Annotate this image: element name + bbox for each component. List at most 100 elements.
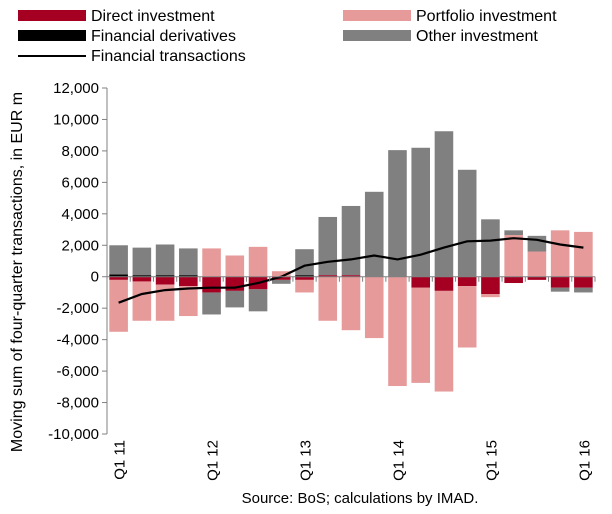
bar-direct-investment bbox=[271, 276, 291, 280]
y-tick-label: 10,000 bbox=[53, 111, 99, 128]
bar-other-investment bbox=[411, 147, 431, 277]
y-tick-label: -10,000 bbox=[48, 426, 99, 443]
line-financial-transactions bbox=[118, 237, 584, 304]
bar-portfolio-investment bbox=[411, 287, 431, 383]
bar-portfolio-investment bbox=[202, 248, 221, 277]
legend-swatch-portfolio-investment bbox=[343, 10, 411, 21]
bar-direct-investment bbox=[550, 276, 570, 288]
bar-direct-investment bbox=[481, 276, 500, 295]
x-tick-label: Q1 12 bbox=[205, 440, 222, 481]
bar-other-investment bbox=[271, 279, 291, 284]
y-tick-label: -4,000 bbox=[56, 332, 99, 349]
bar-financial-derivatives bbox=[295, 275, 314, 277]
bar-portfolio-investment bbox=[132, 281, 152, 321]
bar-portfolio-investment bbox=[225, 255, 245, 277]
y-tick-label: -6,000 bbox=[56, 363, 99, 380]
bar-direct-investment bbox=[341, 275, 361, 277]
bars bbox=[109, 131, 593, 392]
bar-financial-derivatives bbox=[109, 274, 128, 277]
bar-portfolio-investment bbox=[481, 294, 500, 298]
y-tick-label: -8,000 bbox=[56, 395, 99, 412]
bar-portfolio-investment bbox=[109, 279, 128, 332]
bar-other-investment bbox=[225, 290, 245, 308]
x-tick-label: Q1 14 bbox=[390, 440, 407, 481]
bar-other-investment bbox=[109, 245, 128, 275]
y-tick-label: 0 bbox=[91, 269, 99, 286]
bar-direct-investment bbox=[504, 276, 523, 284]
bar-portfolio-investment bbox=[271, 271, 291, 277]
bar-portfolio-investment bbox=[434, 290, 454, 392]
legend-label-direct-investment: Direct investment bbox=[91, 8, 215, 25]
bar-other-investment bbox=[481, 219, 500, 277]
bar-portfolio-investment bbox=[457, 286, 477, 348]
bar-portfolio-investment bbox=[574, 231, 593, 277]
bar-other-investment bbox=[574, 287, 593, 293]
source-note: Source: BoS; calculations by IMAD. bbox=[242, 490, 479, 507]
bar-direct-investment bbox=[434, 276, 454, 291]
bar-other-investment bbox=[155, 244, 175, 276]
bar-other-investment bbox=[202, 292, 221, 315]
legend-swatch-direct-investment bbox=[18, 10, 86, 21]
bar-direct-investment bbox=[202, 276, 221, 293]
y-tick-label: 8,000 bbox=[61, 143, 99, 160]
bar-other-investment bbox=[504, 230, 523, 236]
y-axis-title: Moving sum of four-quarter transactions,… bbox=[9, 92, 26, 452]
bar-portfolio-investment bbox=[248, 246, 268, 277]
bar-direct-investment bbox=[318, 275, 338, 277]
y-tick-label: 12,000 bbox=[53, 80, 99, 97]
legend-label-financial-derivatives: Financial derivatives bbox=[91, 28, 236, 45]
bar-portfolio-investment bbox=[527, 251, 547, 277]
bar-other-investment bbox=[318, 216, 338, 276]
bar-other-investment bbox=[364, 191, 384, 277]
bar-financial-derivatives bbox=[155, 275, 175, 277]
y-tick-label: 4,000 bbox=[61, 206, 99, 223]
bar-direct-investment bbox=[527, 276, 547, 280]
bar-direct-investment bbox=[411, 276, 431, 288]
y-tick-label: 6,000 bbox=[61, 174, 99, 191]
bar-portfolio-investment bbox=[550, 230, 570, 277]
bar-other-investment bbox=[527, 235, 547, 252]
legend-swatch-financial-derivatives bbox=[18, 30, 86, 41]
bar-portfolio-investment bbox=[364, 276, 384, 339]
bar-other-investment bbox=[388, 150, 407, 277]
bar-other-investment bbox=[550, 287, 570, 292]
legend-label-financial-transactions: Financial transactions bbox=[91, 48, 246, 65]
bar-portfolio-investment bbox=[388, 276, 407, 387]
x-tick-label: Q1 16 bbox=[576, 440, 593, 481]
x-tick-label: Q1 15 bbox=[483, 440, 500, 481]
legend-swatch-other-investment bbox=[343, 30, 411, 41]
y-tick-label: -2,000 bbox=[56, 300, 99, 317]
bar-other-investment bbox=[434, 131, 454, 277]
bar-portfolio-investment bbox=[295, 279, 314, 293]
legend-label-other-investment: Other investment bbox=[416, 28, 538, 45]
bar-other-investment bbox=[457, 169, 477, 277]
bar-direct-investment bbox=[109, 276, 128, 280]
bar-other-investment bbox=[132, 247, 152, 276]
legend: Direct investment Financial derivatives Po… bbox=[18, 8, 557, 65]
bar-direct-investment bbox=[574, 276, 593, 288]
legend-label-portfolio-investment: Portfolio investment bbox=[416, 8, 557, 25]
bar-other-investment bbox=[341, 205, 361, 276]
bar-other-investment bbox=[179, 248, 198, 276]
bar-financial-derivatives bbox=[179, 275, 198, 277]
axes: -10,000 -8,000 -6,000 -4,000 -2,000 0 2,000 4,0… bbox=[48, 80, 596, 481]
bar-other-investment bbox=[295, 249, 314, 276]
bar-financial-derivatives bbox=[132, 275, 152, 277]
bar-direct-investment bbox=[179, 276, 198, 287]
bar-direct-investment bbox=[132, 276, 152, 282]
bar-portfolio-investment bbox=[155, 284, 175, 321]
bar-portfolio-investment bbox=[341, 276, 361, 331]
bar-direct-investment bbox=[155, 276, 175, 285]
y-tick-label: 2,000 bbox=[61, 237, 99, 254]
line-series bbox=[118, 237, 584, 304]
x-tick-label: Q1 13 bbox=[298, 440, 315, 481]
bar-portfolio-investment bbox=[179, 286, 198, 317]
bar-direct-investment bbox=[457, 276, 477, 287]
bar-portfolio-investment bbox=[318, 276, 338, 321]
bar-direct-investment bbox=[295, 276, 314, 280]
x-tick-label: Q1 11 bbox=[112, 440, 129, 480]
bar-other-investment bbox=[248, 289, 268, 312]
bar-portfolio-investment bbox=[504, 235, 523, 277]
